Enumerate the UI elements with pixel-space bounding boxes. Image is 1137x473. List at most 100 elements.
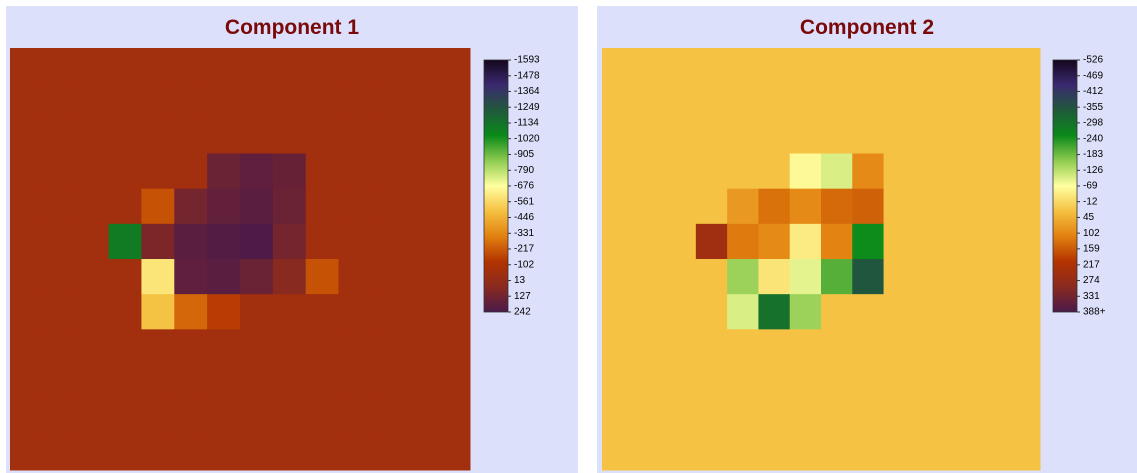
heatmap-cell <box>821 329 853 365</box>
heatmap-cell <box>633 83 666 119</box>
heatmap-cell <box>141 259 175 295</box>
heatmap-cell <box>207 153 241 190</box>
heatmap-cell <box>821 259 853 295</box>
heatmap-cell <box>371 118 405 154</box>
heatmap-cell <box>404 83 438 119</box>
heatmap-cell <box>305 118 340 154</box>
heatmap-cell <box>602 188 634 225</box>
heatmap-cell <box>664 399 697 436</box>
heatmap-cell <box>821 434 853 471</box>
colorbar-tick-label: -298 <box>1083 118 1103 129</box>
heatmap-cell <box>789 223 822 260</box>
heatmap-cell <box>371 83 405 119</box>
heatmap-cell <box>272 188 307 225</box>
heatmap-cell <box>42 48 77 84</box>
heatmap-cell <box>758 399 791 436</box>
heatmap-cell <box>883 364 916 401</box>
heatmap-cell <box>437 153 471 190</box>
colorbar-tick-label: 13 <box>514 275 526 286</box>
heatmap-cell <box>727 329 759 365</box>
colorbar-tick-label: -1134 <box>514 118 539 129</box>
heatmap-cell <box>852 294 885 330</box>
colorbar-tick-label: 102 <box>1083 228 1100 239</box>
colorbar-tick-label: -676 <box>514 181 534 192</box>
heatmap-cell <box>207 329 241 365</box>
heatmap-cell <box>404 399 438 436</box>
heatmap-cell <box>42 364 77 401</box>
heatmap-cell <box>852 153 885 190</box>
heatmap-cell <box>207 188 241 225</box>
heatmap-cell <box>633 223 666 260</box>
heatmap-cell <box>695 83 728 119</box>
heatmap-cell <box>758 48 791 84</box>
heatmap-cell <box>272 399 307 436</box>
heatmap-cell <box>240 434 274 471</box>
heatmap-cell <box>883 83 916 119</box>
heatmap-cell <box>141 399 175 436</box>
heatmap-cell <box>1008 434 1041 471</box>
heatmap-cell <box>695 48 728 84</box>
heatmap-cell <box>633 294 666 330</box>
heatmap-cell <box>108 153 142 190</box>
colorbar-tick-label: -790 <box>514 165 534 176</box>
heatmap-cell <box>727 118 759 154</box>
heatmap-cell <box>437 223 471 260</box>
heatmap-cell <box>1008 153 1041 190</box>
heatmap-cell <box>914 399 947 436</box>
heatmap-cell <box>141 294 175 330</box>
heatmap-cell <box>437 399 471 436</box>
heatmap-cell <box>75 223 110 260</box>
heatmap-cell <box>174 364 208 401</box>
heatmap-cell <box>789 48 822 84</box>
heatmap-cell <box>207 48 241 84</box>
colorbar-tick-label: -102 <box>514 259 534 270</box>
heatmap-cell <box>946 223 978 260</box>
heatmap-cell <box>404 223 438 260</box>
heatmap-cell <box>821 294 853 330</box>
heatmap-cell <box>1008 364 1041 401</box>
heatmap-cell <box>141 153 175 190</box>
heatmap-cell <box>108 329 142 365</box>
heatmap-cell <box>602 329 634 365</box>
colorbar-tick-label: -1020 <box>514 133 540 144</box>
heatmap-cell <box>946 83 978 119</box>
heatmap-cell <box>977 364 1010 401</box>
heatmap-cell <box>437 329 471 365</box>
colorbar-tick-label: 127 <box>514 291 531 302</box>
heatmap-cell <box>437 48 471 84</box>
colorbar-tick-label: -69 <box>1083 181 1098 192</box>
colorbar-tick-label: -1478 <box>514 70 540 81</box>
heatmap-cell <box>664 294 697 330</box>
heatmap-cell <box>821 223 853 260</box>
heatmap-cell <box>10 223 44 260</box>
heatmap-cell <box>108 259 142 295</box>
heatmap-cell <box>404 364 438 401</box>
heatmap-cell <box>758 223 791 260</box>
heatmap-cell <box>977 329 1010 365</box>
heatmap-cell <box>141 364 175 401</box>
heatmap-cell <box>108 294 142 330</box>
heatmap-cell <box>174 118 208 154</box>
colorbar-tick-label: -1249 <box>514 102 540 113</box>
heatmap-cell <box>437 259 471 295</box>
heatmap-cell <box>437 434 471 471</box>
colorbar-tick-label: 242 <box>514 307 531 318</box>
heatmap-cell <box>1008 83 1041 119</box>
heatmap-cell <box>75 364 110 401</box>
heatmap-cell <box>727 188 759 225</box>
heatmap-cell <box>883 259 916 295</box>
heatmap-cell <box>42 83 77 119</box>
heatmap-cell <box>602 48 634 84</box>
heatmap-cell <box>977 259 1010 295</box>
heatmap-cell <box>305 364 340 401</box>
heatmap-cell <box>883 48 916 84</box>
chart-title: Component 1 <box>225 16 359 39</box>
heatmap-cell <box>602 83 634 119</box>
heatmap-cell <box>883 434 916 471</box>
heatmap-cell <box>883 399 916 436</box>
heatmap-cell <box>338 399 372 436</box>
heatmap-cell <box>695 153 728 190</box>
heatmap-cell <box>272 83 307 119</box>
heatmap-cell <box>141 118 175 154</box>
heatmap-cell <box>10 259 44 295</box>
